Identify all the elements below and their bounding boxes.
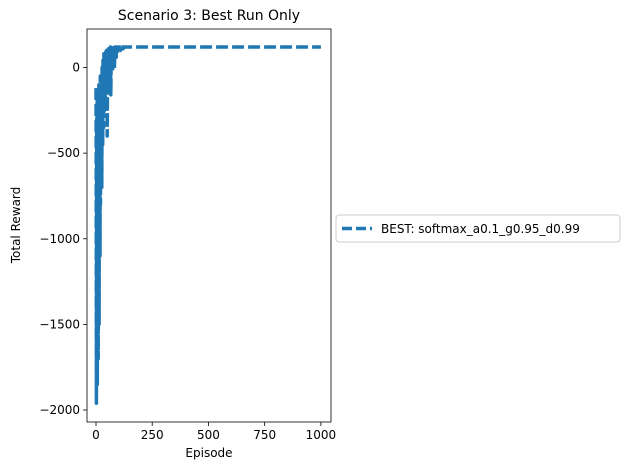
- y-axis: −2000 −1500 −1000 −500 0: [39, 61, 87, 417]
- y-tick-label: −500: [47, 146, 80, 160]
- x-tick-label: 250: [141, 428, 164, 442]
- y-tick-label: −1500: [39, 317, 80, 331]
- x-tick-label: 750: [253, 428, 276, 442]
- series-line-0: [94, 45, 321, 405]
- legend-label: BEST: softmax_a0.1_g0.95_d0.99: [381, 222, 580, 236]
- x-tick-label: 500: [197, 428, 220, 442]
- plot-area: [94, 45, 321, 405]
- legend-box: [335, 214, 621, 243]
- plot-frame: [86, 28, 332, 423]
- y-tick-label: −1000: [39, 232, 80, 246]
- chart-title: Scenario 3: Best Run Only: [118, 8, 300, 24]
- y-axis-title: Total Reward: [9, 187, 23, 265]
- x-axis: 0 250 500 750 1000: [92, 422, 336, 442]
- x-axis-title: Episode: [185, 446, 232, 460]
- y-tick-label: 0: [72, 61, 80, 75]
- x-tick-label: 0: [92, 428, 100, 442]
- y-tick-label: −2000: [39, 403, 80, 417]
- legend: BEST: softmax_a0.1_g0.95_d0.99: [335, 214, 621, 243]
- x-tick-label: 1000: [306, 428, 337, 442]
